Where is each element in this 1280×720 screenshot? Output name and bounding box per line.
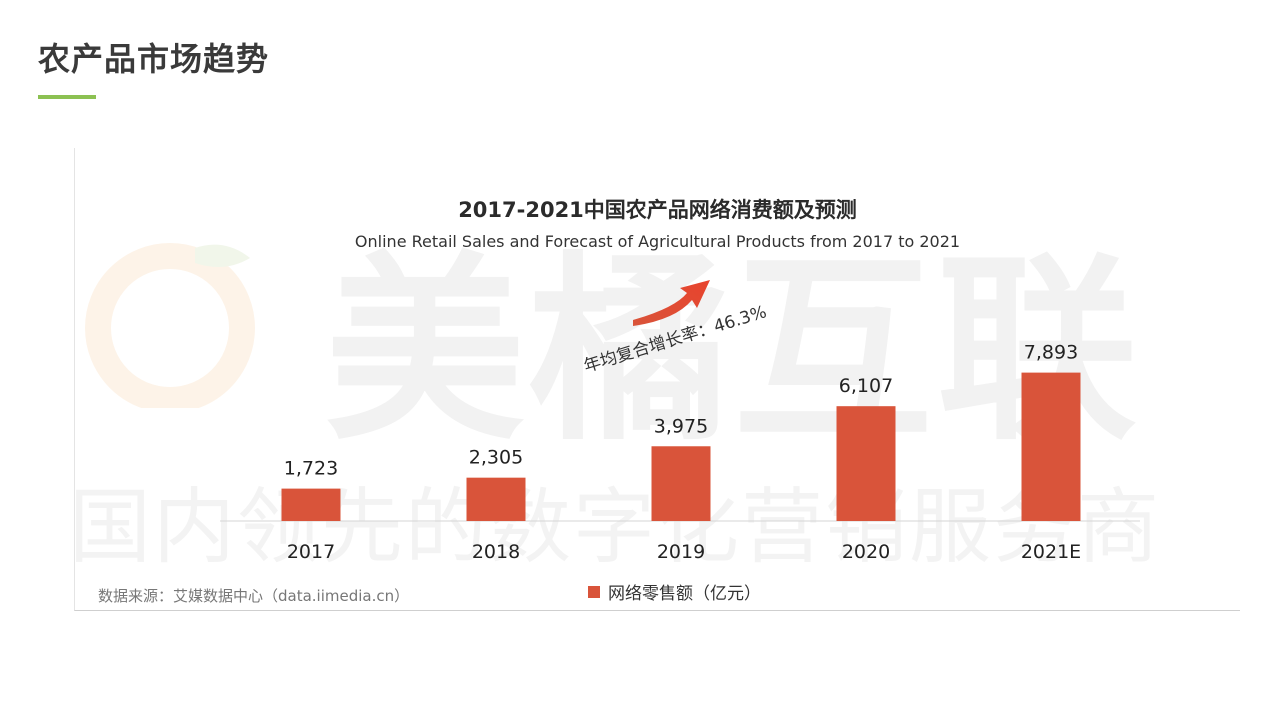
- bar-2020: [836, 406, 896, 521]
- orange-logo-watermark-icon: [85, 243, 255, 408]
- growth-arrow-icon: [633, 280, 710, 326]
- data-label-2021E: 7,893: [1024, 342, 1078, 364]
- brand-watermark: 美橘互联: [325, 235, 1142, 468]
- legend-swatch: [588, 585, 600, 598]
- bar-chart: 1,723 2017 2,305 2018 3,975 2019 6,107 2020 7,89…: [220, 280, 1140, 563]
- chart-title: 2017-2021中国农产品网络消费额及预测: [458, 198, 857, 222]
- chart-legend: 网络零售额（亿元）: [588, 579, 761, 604]
- x-tick-label-2019: 2019: [657, 541, 705, 563]
- title-underline: [38, 95, 96, 99]
- chart-subtitle: Online Retail Sales and Forecast of Agri…: [354, 232, 961, 251]
- x-tick-label-2020: 2020: [842, 541, 890, 563]
- slogan-watermark: 国内领先的数字化营销服务商: [74, 480, 1162, 575]
- data-label-2017: 1,723: [284, 458, 338, 480]
- bar-2017: [281, 488, 341, 521]
- chart-figure: 美橘互联 国内领先的数字化营销服务商 2017-2021中国农产品网络消费额及预…: [74, 148, 1240, 611]
- x-tick-label-2021E: 2021E: [1021, 541, 1081, 563]
- data-label-2018: 2,305: [469, 447, 523, 469]
- x-tick-label-2017: 2017: [287, 541, 335, 563]
- bar-2019: [651, 446, 711, 521]
- data-source: 数据来源：艾媒数据中心（data.iimedia.cn）: [98, 587, 410, 605]
- legend-label: 网络零售额（亿元）: [608, 584, 761, 604]
- data-label-2020: 6,107: [839, 375, 893, 397]
- data-label-2019: 3,975: [654, 415, 708, 437]
- bar-2021E: [1021, 372, 1081, 521]
- x-tick-label-2018: 2018: [472, 541, 520, 563]
- bar-2018: [466, 477, 526, 521]
- page-title: 农产品市场趋势: [38, 40, 270, 78]
